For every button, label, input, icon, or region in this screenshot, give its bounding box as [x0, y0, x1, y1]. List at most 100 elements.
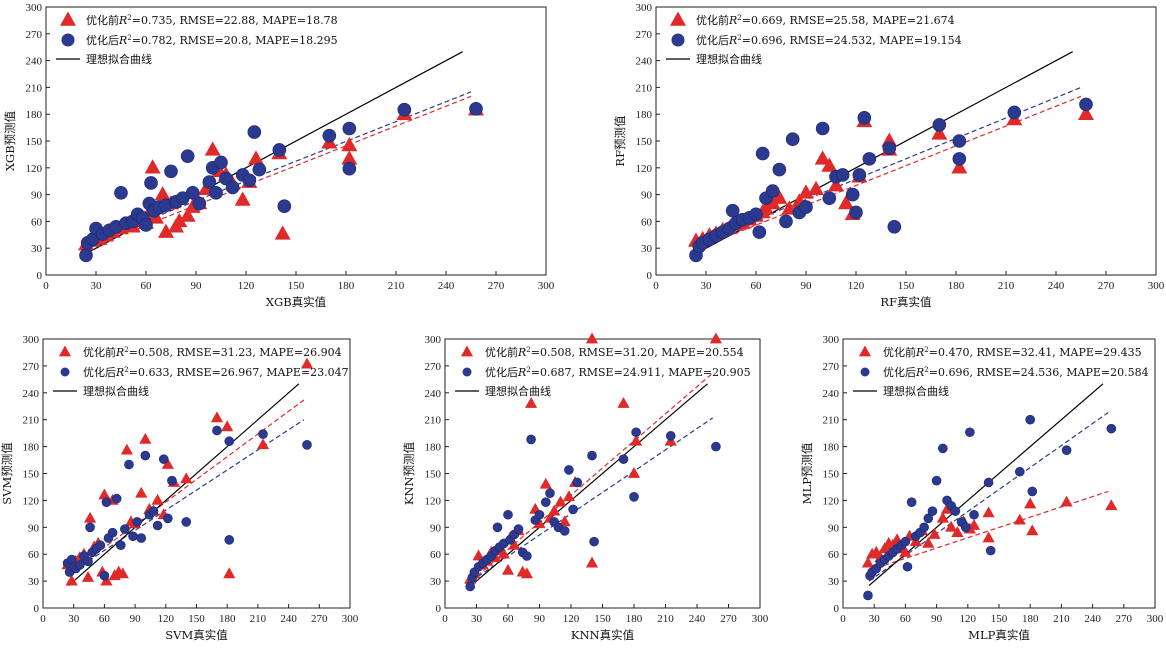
after-point [572, 477, 583, 488]
after-point [397, 102, 412, 117]
before-point [248, 150, 264, 165]
after-point [214, 155, 228, 170]
x-tick-label: 0 [40, 613, 46, 625]
before-point [878, 542, 891, 554]
y-axis-title: SVM预测值 [0, 442, 14, 505]
before-point [234, 191, 251, 206]
before-point [179, 207, 196, 222]
y-tick-label: 90 [828, 522, 840, 534]
after-point [969, 509, 979, 520]
before-point [204, 141, 221, 156]
after-point [522, 551, 532, 561]
after-point [79, 248, 93, 263]
before-point [501, 563, 515, 575]
after-point [1027, 486, 1038, 497]
x-tick-label: 0 [840, 613, 846, 625]
legend-after-entry: 优化后R2=0.696, RMSE=24.536, MAPE=20.584 [883, 365, 1149, 379]
after-point [960, 522, 971, 533]
after-point [180, 149, 195, 163]
before-point [922, 536, 935, 548]
legend-after-marker [462, 367, 472, 377]
after-point [765, 184, 780, 198]
before-point [562, 490, 575, 502]
before-point [1013, 513, 1026, 525]
after-point [931, 475, 942, 486]
after-point [559, 526, 570, 536]
before-fit-line [697, 95, 1082, 249]
x-tick-label: 270 [1116, 613, 1133, 625]
before-point [627, 466, 641, 478]
legend-after-entry: 优化后R2=0.687, RMSE=24.911, MAPE=20.905 [485, 365, 751, 379]
legend-after-marker [61, 33, 75, 47]
after-point [302, 440, 312, 450]
after-point [128, 531, 138, 542]
after-point [815, 121, 830, 136]
y-tick-label: 120 [425, 495, 442, 507]
before-point [81, 570, 95, 582]
after-point [247, 125, 262, 139]
after-point [120, 524, 130, 534]
after-point [564, 465, 574, 475]
after-point [83, 556, 93, 567]
after-point [862, 152, 877, 166]
before-point [585, 556, 599, 568]
before-point [1026, 524, 1039, 536]
y-tick-label: 240 [23, 388, 40, 400]
x-tick-label: 150 [594, 613, 611, 625]
x-tick-label: 60 [751, 280, 763, 292]
before-point [98, 488, 111, 500]
after-point [952, 152, 967, 166]
before-fit-line [868, 490, 1109, 571]
after-point [985, 545, 996, 556]
before-point [630, 434, 643, 446]
x-tick-label: 300 [752, 613, 769, 625]
y-tick-label: 240 [26, 56, 43, 68]
after-point [900, 536, 911, 547]
after-point [277, 199, 292, 214]
chart-panel-2: 0 30 60 90 120 150 180 210 240 270 300 0 30 60 90 120 15… [613, 2, 1165, 309]
after-point [148, 506, 159, 516]
after-point [152, 520, 163, 531]
x-tick-label: 300 [538, 280, 555, 292]
x-tick-label: 210 [1053, 613, 1070, 625]
x-tick-label: 30 [701, 280, 713, 292]
after-point [115, 540, 126, 551]
y-tick-label: 90 [430, 522, 442, 534]
y-tick-label: 150 [823, 469, 840, 481]
before-point [982, 506, 995, 518]
before-point [870, 545, 883, 557]
after-point [163, 513, 173, 524]
after-point [124, 459, 134, 470]
x-tick-label: 210 [998, 280, 1015, 292]
before-point [116, 567, 129, 579]
y-tick-label: 240 [425, 388, 442, 400]
y-tick-label: 60 [31, 216, 43, 228]
x-tick-label: 60 [141, 280, 153, 292]
after-point [779, 214, 793, 229]
legend-ideal-entry: 理想拟合曲线 [696, 52, 762, 66]
x-tick-label: 240 [1084, 613, 1101, 625]
after-point [932, 118, 947, 132]
legend-before-marker [58, 345, 72, 357]
before-point [135, 486, 148, 498]
y-tick-label: 120 [23, 495, 40, 507]
after-point [225, 180, 240, 195]
after-point [711, 441, 721, 452]
y-tick-label: 30 [641, 243, 653, 255]
after-point [545, 488, 555, 499]
after-point [167, 475, 177, 486]
before-point [300, 357, 314, 369]
after-point [1007, 105, 1022, 120]
after-point [107, 527, 118, 538]
y-tick-label: 180 [425, 442, 442, 454]
y-tick-label: 210 [636, 82, 653, 94]
chart-panel-4: 0 30 60 90 120 150 180 210 240 270 300 0 30 60 90 120 15… [402, 332, 769, 642]
x-tick-label: 0 [442, 613, 448, 625]
y-tick-label: 150 [636, 136, 653, 148]
y-tick-label: 210 [823, 415, 840, 427]
x-tick-label: 60 [503, 613, 515, 625]
y-tick-label: 0 [834, 603, 840, 615]
before-point [221, 420, 234, 432]
before-point [539, 477, 552, 489]
y-tick-label: 240 [823, 388, 840, 400]
